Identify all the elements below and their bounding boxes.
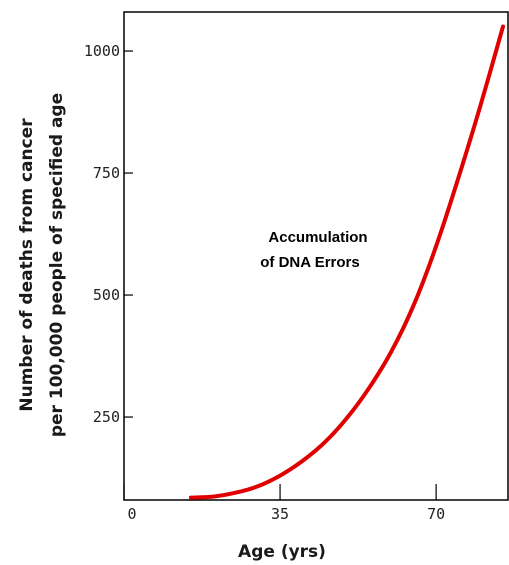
- x-axis-title: Age (yrs): [238, 542, 326, 562]
- x-tick-label: 70: [427, 505, 445, 523]
- x-tick-label: 0: [127, 505, 136, 523]
- plot-frame: [123, 11, 509, 501]
- y-tick-label: 750: [93, 164, 120, 182]
- annotation-line-2: of DNA Errors: [260, 254, 359, 271]
- annotation-line-1: Accumulation: [268, 229, 367, 246]
- series-line: [188, 24, 505, 500]
- y-tick-label: 500: [93, 286, 120, 304]
- y-tick-label: 250: [93, 408, 120, 426]
- y-axis-title-line-1: Number of deaths from cancer: [17, 118, 37, 412]
- y-tick-label: 1000: [84, 42, 120, 60]
- x-tick-label: 35: [271, 505, 289, 523]
- y-axis-title-line-2: per 100,000 people of specified age: [47, 93, 67, 437]
